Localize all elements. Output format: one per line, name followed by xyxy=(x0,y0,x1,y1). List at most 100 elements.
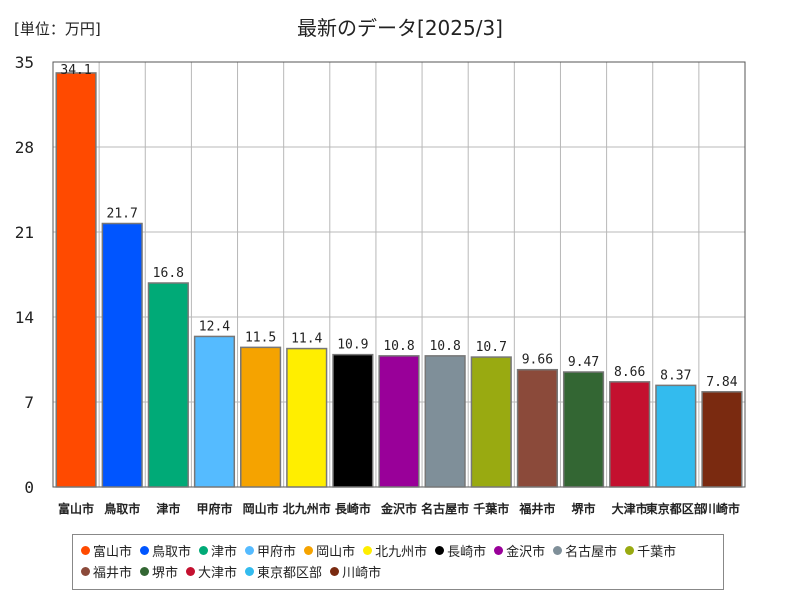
x-tick-label: 長崎市 xyxy=(335,501,371,516)
legend-item: 長崎市 xyxy=(435,540,486,561)
legend-marker xyxy=(81,567,90,576)
legend-marker xyxy=(304,546,314,555)
x-tick-label: 名古屋市 xyxy=(421,501,469,516)
bar-value-label: 10.7 xyxy=(476,340,507,355)
y-tick-label: 7 xyxy=(24,393,34,412)
x-tick-label: 福井市 xyxy=(518,501,555,516)
bar-value-label: 10.8 xyxy=(383,339,414,354)
legend-item: 岡山市 xyxy=(304,540,355,561)
legend-item: 川崎市 xyxy=(330,561,381,582)
legend-label: 千葉市 xyxy=(637,545,677,560)
bar xyxy=(655,384,697,488)
x-tick-label: 千葉市 xyxy=(473,501,509,516)
bar-value-label: 9.47 xyxy=(568,355,599,370)
legend-label: 金沢市 xyxy=(506,545,546,560)
legend-label: 名古屋市 xyxy=(565,545,618,560)
legend-label: 福井市 xyxy=(93,566,133,581)
x-tick-label: 東京都区部 xyxy=(646,501,706,516)
bar-value-label: 11.5 xyxy=(245,330,276,345)
legend-item: 大津市 xyxy=(186,561,237,582)
x-tick-label: 鳥取市 xyxy=(104,501,140,516)
y-tick-label: 14 xyxy=(15,308,34,327)
bar xyxy=(193,335,236,488)
legend-item: 津市 xyxy=(199,540,237,561)
bar xyxy=(378,355,420,488)
unit-label: [単位：万円] xyxy=(14,20,101,38)
legend-marker xyxy=(245,546,255,555)
legend-label: 堺市 xyxy=(152,566,179,581)
x-tick-label: 富山市 xyxy=(58,501,94,516)
legend-marker xyxy=(553,546,563,555)
legend: 富山市 鳥取市 津市 甲府市 岡山市 北九州市 長崎市 金沢市 名古屋市 千葉市福井市 堺市 大津市 東… xyxy=(72,534,724,590)
bar-value-label: 34.1 xyxy=(60,63,91,78)
legend-label: 川崎市 xyxy=(342,566,382,581)
legend-label: 長崎市 xyxy=(447,545,487,560)
legend-item: 堺市 xyxy=(140,561,178,582)
x-tick-label: 津市 xyxy=(156,501,180,516)
bar xyxy=(147,282,189,488)
legend-marker xyxy=(140,567,150,576)
legend-label: 大津市 xyxy=(198,566,238,581)
y-tick-label: 0 xyxy=(24,478,34,497)
bar xyxy=(701,391,743,488)
legend-label: 鳥取市 xyxy=(152,545,192,560)
legend-item: 富山市 xyxy=(81,540,132,561)
bar-value-label: 16.8 xyxy=(153,266,184,281)
legend-item: 甲府市 xyxy=(245,540,296,561)
bar-chart: 0 7 14 21 28 35 34.1 富山市 21.7 鳥取市 16.8 津市 12.4 甲府市 11.… xyxy=(15,53,746,516)
legend-marker xyxy=(81,546,90,555)
legend-marker xyxy=(435,546,445,555)
bar xyxy=(516,368,558,488)
legend-marker xyxy=(330,567,340,576)
legend-marker xyxy=(186,567,196,576)
legend-label: 津市 xyxy=(211,545,238,560)
y-tick-label: 28 xyxy=(15,138,34,157)
legend-marker xyxy=(363,546,373,555)
bar-value-label: 10.8 xyxy=(429,339,460,354)
chart-title: 最新のデータ[2025/3] xyxy=(297,16,503,40)
legend-marker xyxy=(245,567,255,576)
x-tick-label: 金沢市 xyxy=(380,501,417,516)
bar xyxy=(470,356,512,488)
legend-item: 千葉市 xyxy=(625,540,676,561)
legend-label: 東京都区部 xyxy=(257,566,323,581)
bar-value-label: 8.37 xyxy=(660,368,691,383)
bar-value-label: 8.66 xyxy=(614,365,645,380)
legend-item: 金沢市 xyxy=(494,540,545,561)
x-tick-label: 堺市 xyxy=(572,501,596,516)
bar-value-label: 7.84 xyxy=(706,375,737,390)
bar xyxy=(286,347,328,488)
x-tick-label: 北九州市 xyxy=(283,501,331,516)
bar-value-label: 12.4 xyxy=(199,319,230,334)
bar xyxy=(424,355,466,488)
bar xyxy=(101,222,143,488)
legend-marker xyxy=(140,546,150,555)
legend-item: 福井市 xyxy=(81,561,132,582)
legend-label: 北九州市 xyxy=(375,545,428,560)
legend-marker xyxy=(625,546,635,555)
y-tick-label: 21 xyxy=(15,223,34,242)
bar xyxy=(332,353,374,488)
x-tick-label: 甲府市 xyxy=(196,501,232,516)
bar-value-label: 11.4 xyxy=(291,332,322,347)
legend-item: 鳥取市 xyxy=(140,540,191,561)
y-tick-label: 35 xyxy=(15,53,34,72)
bar-value-label: 9.66 xyxy=(522,353,553,368)
x-tick-label: 川崎市 xyxy=(703,501,740,516)
bar xyxy=(240,346,282,488)
legend-marker xyxy=(494,546,504,555)
legend-label: 富山市 xyxy=(93,545,133,560)
legend-item: 北九州市 xyxy=(363,540,427,561)
bar xyxy=(609,381,651,488)
legend-item: 名古屋市 xyxy=(553,540,617,561)
x-tick-label: 大津市 xyxy=(612,501,648,516)
bar-value-label: 21.7 xyxy=(107,207,138,222)
legend-marker xyxy=(199,546,209,555)
bar xyxy=(562,371,605,488)
bar xyxy=(55,72,97,488)
legend-label: 岡山市 xyxy=(316,545,356,560)
legend-item: 東京都区部 xyxy=(245,561,322,582)
legend-label: 甲府市 xyxy=(257,545,297,560)
bar-value-label: 10.9 xyxy=(337,338,368,353)
x-tick-label: 岡山市 xyxy=(243,501,279,516)
